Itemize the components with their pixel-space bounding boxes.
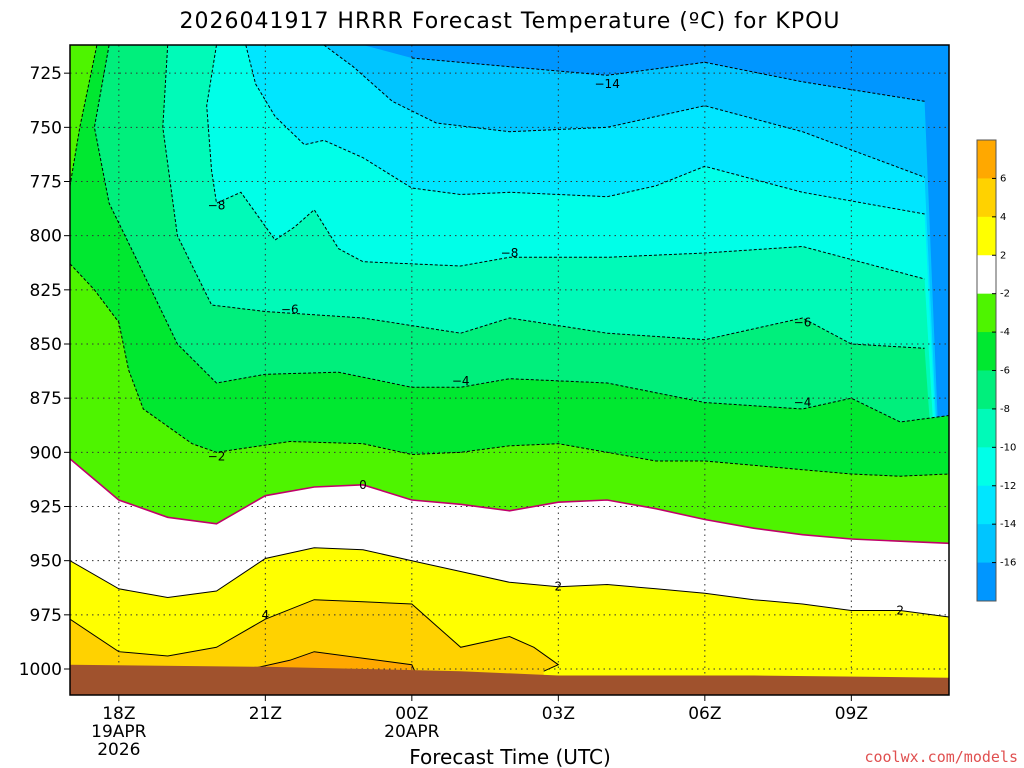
- x-tick-label: 03Z: [542, 704, 575, 724]
- contour-label: −4: [794, 396, 812, 410]
- contour-line: [70, 547, 949, 618]
- colorbar-swatch: [977, 255, 996, 295]
- colorbar-swatch: [977, 408, 996, 448]
- contour-label: 2: [896, 604, 904, 618]
- ground-terrain: [70, 664, 949, 695]
- temperature-bands: [70, 45, 949, 695]
- colorbar-label: -16: [1000, 558, 1016, 569]
- colorbar-swatch: [977, 485, 996, 525]
- credit-text: coolwx.com/models: [864, 748, 1018, 766]
- y-tick-label: 900: [30, 443, 62, 463]
- x-tick-label: 18Z: [102, 704, 135, 724]
- colorbar-swatch: [977, 216, 996, 256]
- x-tick-label: 00Z: [395, 704, 428, 724]
- colorbar-swatch: [977, 562, 996, 602]
- contour-line: [206, 45, 925, 280]
- colorbar-swatch: [977, 524, 996, 564]
- contour-label: 2: [555, 580, 563, 594]
- colorbar-label: -14: [1000, 519, 1016, 530]
- colorbar-label: -2: [1000, 289, 1010, 300]
- contour-label: −6: [794, 315, 812, 329]
- contour-label: −14: [595, 77, 620, 91]
- y-tick-label: 950: [30, 552, 62, 572]
- contour-lines: [70, 45, 949, 676]
- colorbar-label: 2: [1000, 250, 1006, 261]
- colorbar-label: -12: [1000, 481, 1016, 492]
- contour-line: [93, 45, 949, 423]
- colorbar-label: 4: [1000, 212, 1006, 223]
- contour-line: [250, 651, 418, 676]
- x-tick-label: 2026: [97, 740, 140, 760]
- colorbar-label: -6: [1000, 366, 1010, 377]
- contour-line: [70, 599, 560, 672]
- colorbar-label: 6: [1000, 173, 1006, 184]
- colorbar-swatch: [977, 332, 996, 371]
- chart-title: 2026041917 HRRR Forecast Temperature (ºC…: [179, 9, 840, 34]
- contour-label: −8: [208, 198, 226, 212]
- grid-lines: [70, 45, 949, 695]
- x-tick-label: 20APR: [384, 722, 440, 742]
- y-tick-label: 850: [30, 335, 62, 355]
- colorbar-label: -4: [1000, 327, 1010, 338]
- y-tick-label: 750: [30, 118, 62, 138]
- colorbar-label: -8: [1000, 404, 1010, 415]
- contour-label: −4: [452, 374, 470, 388]
- contour-line: [162, 45, 925, 349]
- contour-line: [70, 45, 98, 186]
- y-tick-label: 775: [30, 173, 62, 193]
- contour-labels: −14 −8 −8 −6 −6 −4 −4 −2 0 2 2 4: [208, 77, 904, 622]
- colorbar-label: -10: [1000, 442, 1016, 453]
- y-tick-label: 825: [30, 281, 62, 301]
- contour-label: −6: [281, 302, 299, 316]
- colorbar-swatch: [977, 370, 996, 410]
- contour-line: [70, 458, 949, 545]
- y-tick-label: 975: [30, 606, 62, 626]
- contour-label: 0: [359, 478, 367, 492]
- y-tick-label: 925: [30, 498, 62, 518]
- x-tick-label: 21Z: [249, 704, 282, 724]
- y-tick-label: 875: [30, 389, 62, 409]
- plot-frame: [69, 44, 950, 696]
- x-axis-label: Forecast Time (UTC): [409, 745, 611, 768]
- y-tick-label: 800: [30, 227, 62, 247]
- colorbar-swatch: [977, 293, 996, 333]
- colorbar-swatch: [977, 447, 996, 487]
- band-minus-2-pocket: [70, 45, 97, 186]
- y-tick-label: 1000: [19, 660, 62, 680]
- x-tick-label: 09Z: [835, 704, 868, 724]
- colorbar-swatch: [977, 178, 996, 218]
- y-axis: 725 750 775 800 825 850 875 900 925 950 975 1000: [19, 64, 70, 680]
- contour-line: [411, 57, 925, 102]
- colorbar-legend: 6 4 2 -2 -4 -6 -8 -10 -12 -14 -16: [976, 139, 1016, 602]
- contour-label: −2: [208, 450, 226, 464]
- contour-label: −8: [501, 246, 519, 260]
- colorbar-swatch: [977, 140, 996, 179]
- contour-line: [70, 263, 949, 477]
- x-tick-label: 19APR: [91, 722, 147, 742]
- y-tick-label: 725: [30, 64, 62, 84]
- contour-line: [323, 45, 925, 178]
- contour-label: 4: [262, 608, 270, 622]
- plot-area: [70, 45, 949, 695]
- x-tick-label: 06Z: [688, 704, 721, 724]
